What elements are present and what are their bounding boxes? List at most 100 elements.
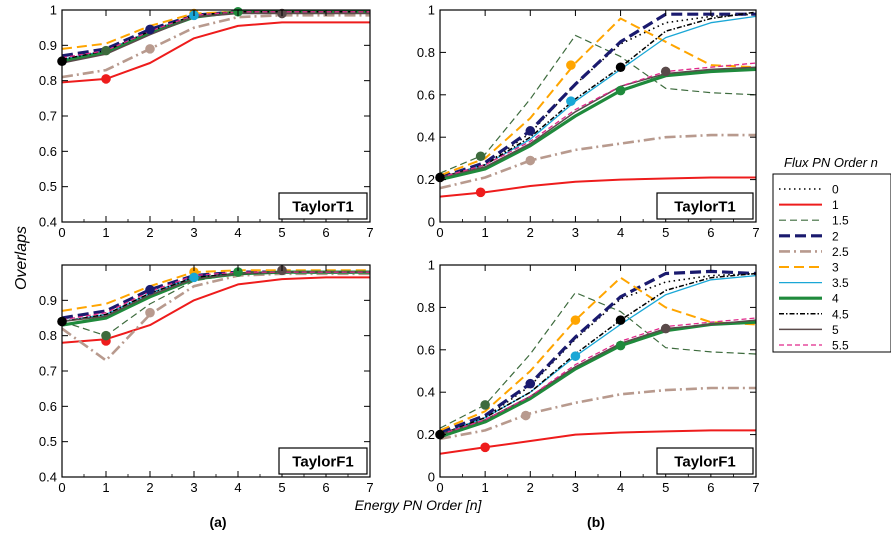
marker-3.5 [189,272,199,283]
legend-item-0: 0 [779,183,839,197]
x-tick-label: 6 [707,480,714,495]
panel-b-top: 0 1 2 3 4 5 6 7 0 0.2 0.4 0.6 0.8 1 TaylorT1 [417,3,760,241]
series-line-3 [440,276,756,432]
marker-1.5 [101,330,111,341]
series-line-2 [440,12,756,180]
series-lines [440,11,756,198]
legend-title: Flux PN Order n [784,155,878,170]
x-tick-label: 0 [436,225,443,240]
series-line-3 [62,10,370,50]
legend-label: 5 [832,323,839,337]
y-tick-label: 0.6 [417,342,435,357]
x-tick-label: 1 [482,225,489,240]
legend-item-3: 3 [779,261,839,275]
x-tick-label: 3 [572,225,579,240]
series-lines [62,10,370,84]
marker-2 [525,126,536,136]
x-tick-label: 0 [58,225,65,240]
x-tick-label: 5 [278,480,285,495]
series-line-2 [62,270,370,320]
legend-label: 0 [832,183,839,197]
x-tick-label: 1 [102,480,109,495]
x-tick-label: 2 [527,480,534,495]
marker-4 [233,267,243,277]
marker-4.5 [615,62,626,73]
legend-item-1.5: 1.5 [779,214,849,228]
legend-label: 1.5 [832,214,849,228]
legend-label: 4.5 [832,307,849,321]
legend-item-2.5: 2.5 [779,245,849,259]
series-line-4 [440,67,756,182]
panel-label-b: (b) [587,514,605,530]
legend-label: 4 [832,292,839,306]
series-line-5.5 [62,271,370,321]
y-tick-label: 1 [428,3,435,18]
y-tick-label: 0.2 [417,172,435,187]
series-line-2.5 [440,386,756,441]
marker-1 [480,442,490,453]
marker-2 [145,284,155,295]
y-tick-label: 0.9 [39,38,57,53]
series-line-3 [440,17,756,177]
y-tick-label: 0.6 [39,399,57,414]
x-tick-label: 4 [234,480,241,495]
x-tick-label: 2 [146,480,153,495]
y-tick-label: 0.7 [39,364,57,379]
x-tick-label: 2 [527,225,534,240]
marker-2.5 [145,307,155,318]
series-line-0 [440,272,756,436]
series-line-4 [440,320,756,439]
series-line-1 [62,21,370,84]
legend-item-2: 2 [779,229,839,243]
series-line-2 [440,269,756,434]
marker-2 [525,378,536,389]
marker-3 [566,60,576,70]
marker-1 [101,74,111,84]
marker-3.5 [570,351,581,361]
x-tick-label: 6 [322,225,329,240]
y-tick-label: 0.8 [39,73,57,88]
marker-1.5 [480,400,490,410]
legend-item-4: 4 [779,292,839,306]
legend-label: 3.5 [832,276,849,290]
series-line-2.5 [62,14,370,79]
panel-method-label: TaylorT1 [674,199,735,216]
series-line-1 [62,276,370,344]
legend-label: 1 [832,198,839,212]
x-tick-label: 1 [482,480,489,495]
x-tick-label: 3 [190,225,197,240]
series-lines [62,269,370,362]
panel-label-box [278,192,368,220]
legend-label: 3 [832,261,839,275]
y-tick-label: 0.5 [39,434,57,449]
legend-item-3.5: 3.5 [779,276,849,290]
y-tick-label: 0.4 [39,470,57,485]
x-tick-label: 5 [662,225,669,240]
y-tick-label: 0.8 [417,45,435,60]
marker-3 [570,315,581,325]
x-tick-label: 5 [662,480,669,495]
series-line-4.5 [62,271,370,323]
series-line-1 [440,429,756,455]
y-tick-label: 1 [50,3,57,18]
series-line-0 [440,13,756,179]
y-tick-label: 0.8 [39,328,57,343]
marker-1.5 [101,45,111,56]
series-line-5.5 [440,62,756,179]
marker-1 [475,187,486,198]
panel-method-label: TaylorF1 [674,454,735,471]
legend-item-5.5: 5.5 [779,339,849,353]
y-tick-label: 0.9 [39,293,57,308]
legend-label: 2 [832,229,839,243]
series-line-3 [62,269,370,312]
series-line-2.5 [440,133,756,190]
y-axis-label: Overlaps [13,226,30,290]
series-line-4.5 [440,272,756,436]
y-tick-label: 0.4 [417,385,435,400]
x-tick-label: 0 [436,480,443,495]
panels: 0 1 2 3 4 5 6 7 0.4 0.5 0.6 0.7 0.8 0.9 1 TaylorT1 0 1 2 3 4… [39,3,760,496]
x-tick-label: 7 [752,225,759,240]
panel-method-label: TaylorF1 [292,454,353,471]
plot-frame [61,264,371,478]
